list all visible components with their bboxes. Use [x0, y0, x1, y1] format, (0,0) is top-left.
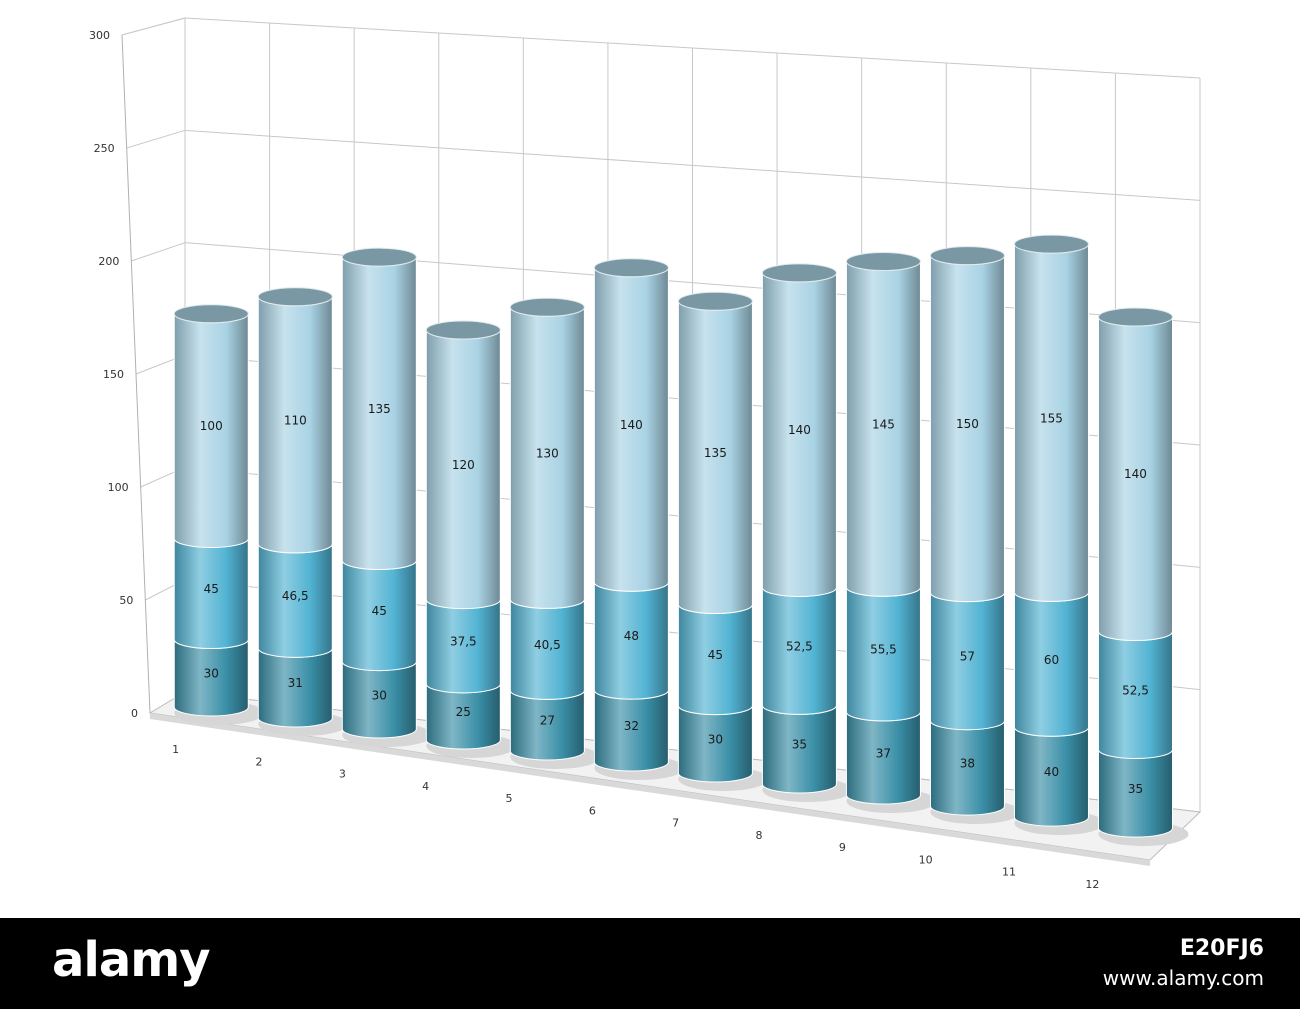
x-tick-label: 12: [1085, 878, 1099, 891]
data-label-8-2: 52,5: [786, 639, 813, 653]
data-label-4-1: 25: [456, 705, 471, 719]
x-tick-label: 8: [756, 829, 763, 842]
data-label-11-1: 40: [1044, 765, 1059, 779]
data-label-11-3: 155: [1040, 411, 1063, 425]
data-label-12-3: 140: [1124, 467, 1147, 481]
data-label-6-2: 48: [624, 629, 639, 643]
bar-12-top: [1097, 307, 1173, 327]
data-label-2-3: 110: [284, 413, 307, 427]
data-label-8-1: 35: [792, 738, 807, 752]
x-tick-label: 1: [172, 743, 179, 756]
watermark-footer: alamy E20FJ6 www.alamy.com: [0, 918, 1300, 1009]
data-label-9-2: 55,5: [870, 643, 897, 657]
data-label-5-2: 40,5: [534, 638, 561, 652]
y-tick-label: 200: [98, 255, 119, 268]
y-tick-label: 250: [94, 142, 115, 155]
data-label-10-2: 57: [960, 650, 975, 664]
data-label-2-1: 31: [288, 676, 303, 690]
x-tick-label: 9: [839, 841, 846, 854]
data-label-5-1: 27: [540, 714, 555, 728]
data-label-9-1: 37: [876, 746, 891, 760]
data-label-4-2: 37,5: [450, 635, 477, 649]
data-label-11-2: 60: [1044, 653, 1059, 667]
bar-9-top: [845, 251, 921, 271]
data-label-10-3: 150: [956, 417, 979, 431]
chart-labels: 050100150200250300304510013146,511023045…: [89, 29, 1149, 891]
gridline-side: [131, 242, 186, 262]
data-label-1-2: 45: [204, 582, 219, 596]
x-tick-label: 6: [589, 804, 596, 817]
data-label-7-1: 30: [708, 732, 723, 746]
data-label-9-3: 145: [872, 417, 895, 431]
data-label-1-3: 100: [200, 419, 223, 433]
floor-edge: [150, 713, 1150, 866]
bar-3-top: [341, 247, 417, 267]
data-label-4-3: 120: [452, 458, 475, 472]
x-tick-label: 4: [422, 780, 429, 793]
x-tick-label: 5: [506, 792, 513, 805]
bar-4-top: [425, 320, 501, 340]
bar-11-top: [1013, 234, 1089, 254]
x-tick-label: 10: [919, 853, 933, 866]
y-tick-label: 100: [108, 481, 129, 494]
y-tick-label: 150: [103, 368, 124, 381]
data-label-1-1: 30: [204, 666, 219, 680]
data-label-12-1: 35: [1128, 782, 1143, 796]
stacked-cylinder-chart: 050100150200250300304510013146,511023045…: [89, 17, 1202, 891]
brand-logo: alamy: [52, 932, 211, 988]
y-tick-label: 0: [131, 707, 138, 720]
data-label-2-2: 46,5: [282, 589, 309, 603]
bar-7-top: [677, 291, 753, 311]
x-tick-label: 2: [256, 755, 263, 768]
y-tick-label: 300: [89, 29, 110, 42]
image-id: E20FJ6: [1179, 936, 1264, 961]
bar-5-top: [509, 297, 585, 317]
data-label-12-2: 52,5: [1122, 683, 1149, 697]
gridline-side: [126, 129, 186, 149]
data-label-8-3: 140: [788, 423, 811, 437]
bar-1-top: [173, 304, 249, 324]
data-label-7-3: 135: [704, 446, 727, 460]
data-label-3-3: 135: [368, 402, 391, 416]
x-tick-label: 7: [672, 817, 679, 830]
bar-8-top: [761, 263, 837, 283]
side-top-line: [121, 17, 186, 36]
bar-10-top: [929, 246, 1005, 266]
y-tick-label: 50: [119, 594, 133, 607]
bar-2-top: [257, 287, 333, 307]
data-label-5-3: 130: [536, 446, 559, 460]
data-label-6-1: 32: [624, 719, 639, 733]
chart-bars: [173, 234, 1189, 847]
x-tick-label: 3: [339, 768, 346, 781]
data-label-3-2: 45: [372, 604, 387, 618]
data-label-7-2: 45: [708, 648, 723, 662]
data-label-10-1: 38: [960, 756, 975, 770]
data-label-6-3: 140: [620, 418, 643, 432]
data-label-3-1: 30: [372, 688, 387, 702]
bar-6-top: [593, 258, 669, 278]
y-axis-line: [121, 34, 151, 714]
site-url: www.alamy.com: [1102, 966, 1264, 990]
x-tick-label: 11: [1002, 866, 1016, 879]
